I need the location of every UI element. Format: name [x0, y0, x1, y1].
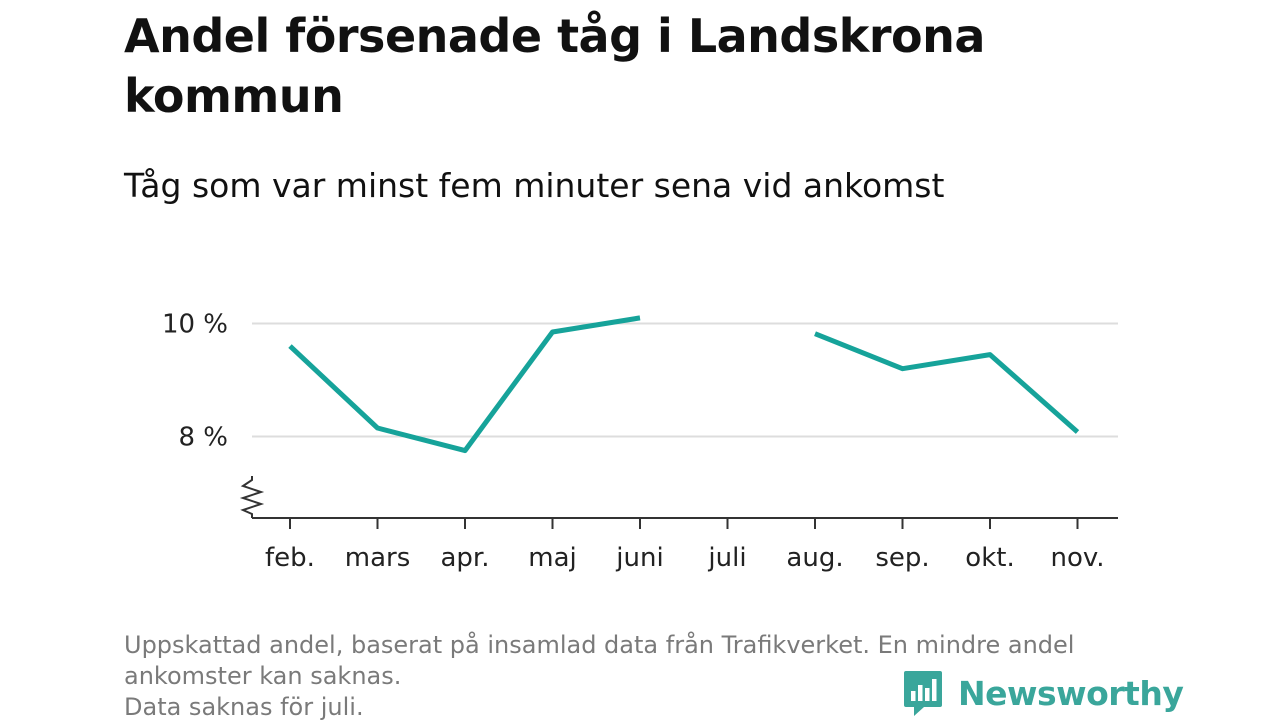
x-tick-label: juli: [707, 543, 746, 573]
footnote-line: Data saknas för juli.: [124, 693, 364, 721]
series-line: [288, 315, 641, 454]
y-axis-break: [239, 476, 265, 518]
brand-name: Newsworthy: [958, 673, 1184, 713]
x-tick-label: sep.: [875, 543, 929, 573]
x-tick-label: aug.: [786, 543, 843, 573]
x-tick-label: okt.: [965, 543, 1014, 573]
x-tick-label: apr.: [440, 543, 489, 573]
x-tick-label: mars: [345, 543, 411, 573]
footnote-line: ankomster kan saknas.: [124, 662, 402, 690]
footnote: Uppskattad andel, baserat på insamlad da…: [124, 630, 1164, 723]
newsworthy-logo-icon: [904, 671, 942, 716]
y-tick-label: 8 %: [178, 423, 228, 453]
series-line: [814, 331, 1080, 434]
chart-title: Andel försenade tåg i Landskrona kommun: [124, 9, 985, 123]
y-tick-label: 10 %: [162, 310, 228, 340]
footnote-line: Uppskattad andel, baserat på insamlad da…: [124, 631, 1075, 659]
x-tick-label: maj: [528, 543, 576, 573]
chart-subtitle: Tåg som var minst fem minuter sena vid a…: [124, 166, 945, 205]
x-tick-label: juni: [615, 543, 663, 573]
brand-logo: Newsworthy: [902, 669, 1184, 717]
x-tick-label: nov.: [1050, 543, 1104, 573]
x-tick-label: feb.: [265, 543, 315, 573]
